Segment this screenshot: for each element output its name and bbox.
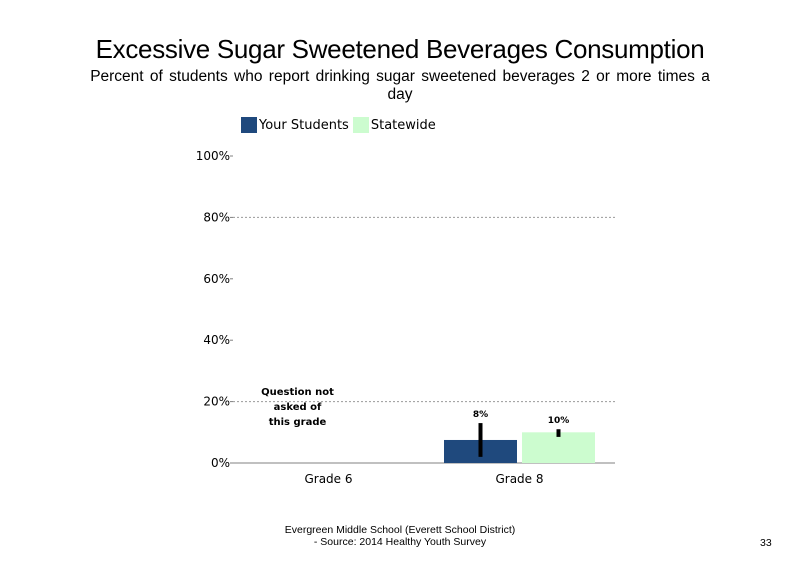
y-tick-label: 0%: [211, 456, 230, 470]
chart-legend: Your Students Statewide: [241, 117, 440, 133]
x-tick-label: Grade 8: [495, 472, 543, 486]
legend-label-your-students: Your Students: [259, 117, 349, 133]
legend-label-statewide: Statewide: [370, 117, 436, 133]
chart-title: Excessive Sugar Sweetened Beverages Cons…: [95, 34, 705, 64]
y-tick-label: 100%: [196, 149, 230, 163]
legend-swatch-your-students: [241, 117, 257, 133]
legend-item-statewide: Statewide: [352, 117, 436, 133]
data-label: 8%: [473, 410, 488, 420]
bar: [522, 432, 595, 463]
legend-item-your-students: Your Students: [241, 117, 349, 133]
annotation-text: this grade: [269, 417, 327, 428]
data-label: 10%: [548, 416, 570, 426]
footer-school: Evergreen Middle School (Everett School …: [284, 524, 516, 536]
y-tick-label: 40%: [203, 333, 230, 347]
legend-swatch-statewide: [352, 117, 369, 133]
annotation-text: asked of: [274, 402, 322, 413]
footer-source: - Source: 2014 Healthy Youth Survey: [313, 536, 487, 548]
annotation-text: Question not: [261, 387, 334, 398]
y-tick-label: 20%: [203, 395, 230, 409]
footer: Evergreen Middle School (Everett School …: [200, 524, 600, 548]
chart-subtitle: Percent of students who report drinking …: [90, 68, 710, 103]
y-tick-label: 80%: [203, 210, 230, 224]
y-tick-label: 60%: [203, 272, 230, 286]
x-tick-label: Grade 6: [304, 472, 352, 486]
page-number: 33: [760, 537, 772, 549]
